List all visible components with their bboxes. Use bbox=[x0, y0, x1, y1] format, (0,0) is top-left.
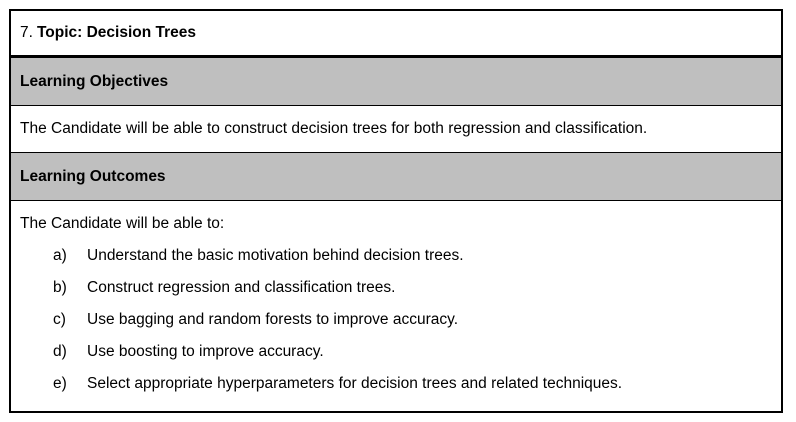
topic-number: 7. bbox=[20, 24, 33, 41]
list-item: b) Construct regression and classificati… bbox=[20, 278, 781, 310]
outcomes-intro: The Candidate will be able to: bbox=[20, 215, 225, 232]
list-item-text: Construct regression and classification … bbox=[87, 279, 396, 296]
list-item: c) Use bagging and random forests to imp… bbox=[20, 310, 781, 342]
list-marker: d) bbox=[53, 343, 67, 360]
list-item-text: Select appropriate hyperparameters for d… bbox=[87, 375, 623, 392]
list-item-text: Use bagging and random forests to improv… bbox=[87, 311, 459, 328]
list-marker: e) bbox=[53, 375, 67, 392]
objectives-heading-row: Learning Objectives bbox=[11, 58, 781, 106]
objectives-text-row: The Candidate will be able to construct … bbox=[11, 106, 781, 153]
list-marker: c) bbox=[53, 311, 66, 328]
list-item-text: Use boosting to improve accuracy. bbox=[87, 343, 324, 360]
list-marker: a) bbox=[53, 247, 67, 264]
objectives-heading: Learning Objectives bbox=[20, 72, 169, 90]
objectives-text: The Candidate will be able to construct … bbox=[20, 120, 648, 137]
outcomes-body: The Candidate will be able to: a) Unders… bbox=[11, 201, 781, 411]
list-item: a) Understand the basic motivation behin… bbox=[20, 246, 781, 278]
list-item: d) Use boosting to improve accuracy. bbox=[20, 342, 781, 374]
list-item-text: Understand the basic motivation behind d… bbox=[87, 247, 464, 264]
list-item: e) Select appropriate hyperparameters fo… bbox=[20, 374, 781, 406]
list-marker: b) bbox=[53, 279, 67, 296]
outcomes-heading: Learning Outcomes bbox=[20, 167, 166, 185]
topic-row: 7. Topic: Decision Trees bbox=[11, 11, 781, 58]
outcomes-heading-row: Learning Outcomes bbox=[11, 153, 781, 201]
outcomes-list: a) Understand the basic motivation behin… bbox=[20, 246, 781, 406]
syllabus-table: 7. Topic: Decision Trees Learning Object… bbox=[9, 9, 783, 413]
topic-title: Topic: Decision Trees bbox=[36, 24, 197, 41]
